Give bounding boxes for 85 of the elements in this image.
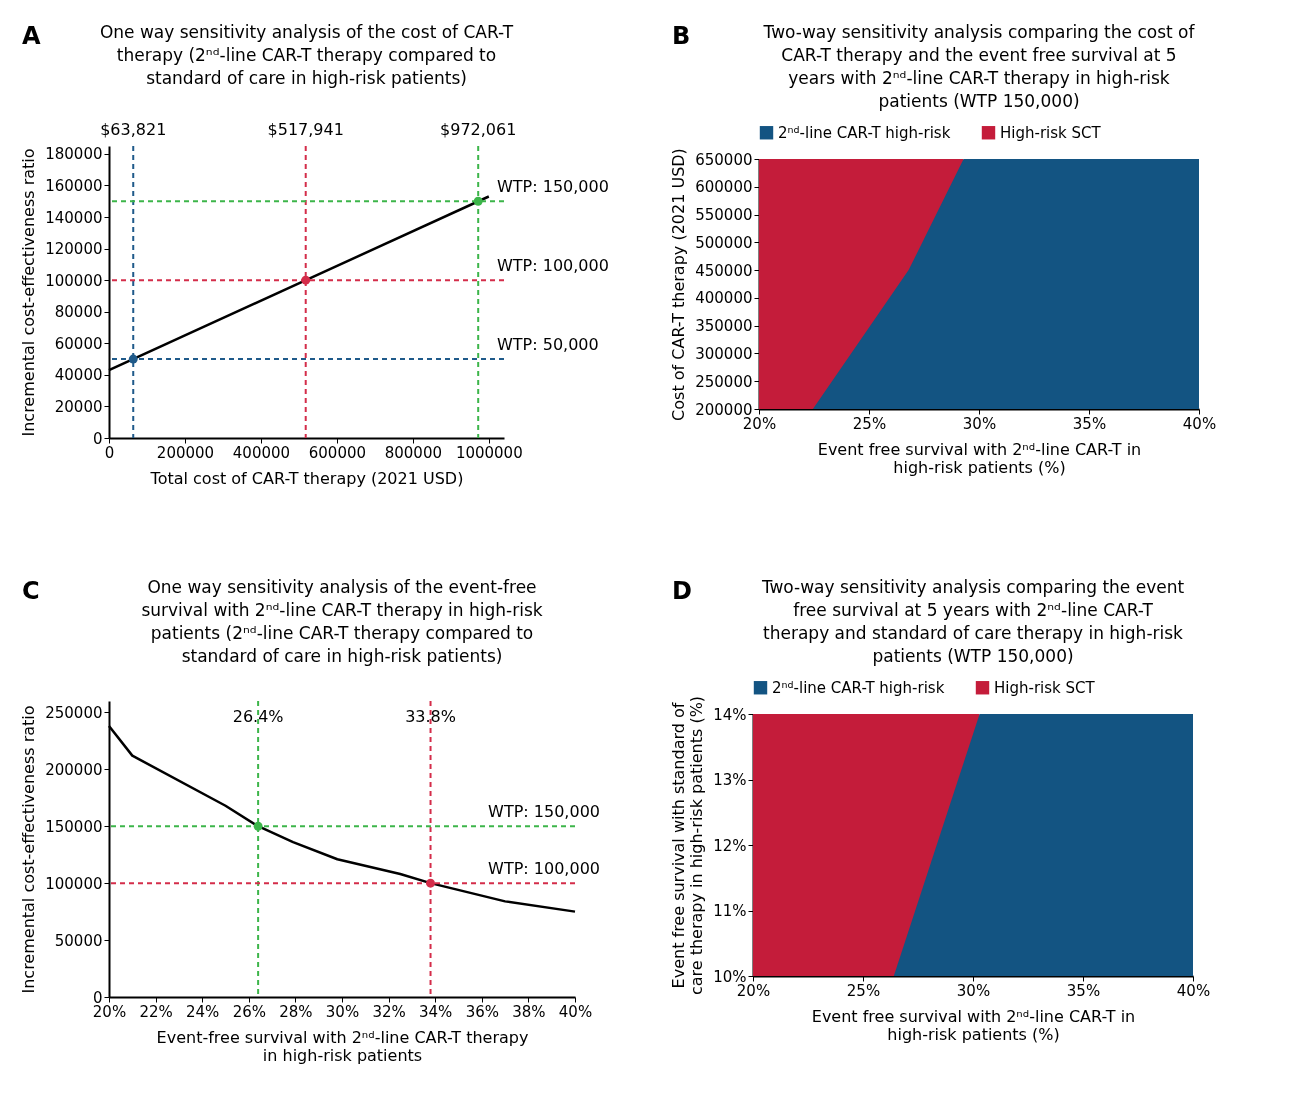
x-axis-title: Total cost of CAR-T therapy (2021 USD) xyxy=(149,468,464,488)
ref-line-label: WTP: 100,000 xyxy=(488,859,600,879)
x-tick-label: 32% xyxy=(372,1002,406,1021)
y-tick-label: 80000 xyxy=(54,303,103,322)
x-tick-label: 600000 xyxy=(308,443,367,462)
x-tick-label: 25% xyxy=(846,981,881,1000)
y-tick-label: 160000 xyxy=(45,176,103,195)
y-tick-label: 0 xyxy=(92,429,103,448)
x-tick-label: 34% xyxy=(419,1002,453,1021)
y-tick-label: 100000 xyxy=(45,874,103,893)
x-tick-label: 26% xyxy=(232,1002,266,1021)
y-tick-label: 13% xyxy=(713,771,747,789)
x-tick-label: 40% xyxy=(1176,981,1211,1000)
text: D xyxy=(672,577,692,605)
x-tick-label: 38% xyxy=(512,1002,546,1021)
y-tick-label: 50000 xyxy=(54,931,103,950)
ref-line-label: WTP: 50,000 xyxy=(497,335,599,355)
y-tick-label: 150000 xyxy=(45,817,103,836)
chart-title: One way sensitivity analysis of the event-free survival with 2ⁿᵈ-line CAR-T therapy in high-risk patients (2ⁿᵈ-line CAR-T therapy compared to standard of care in high-risk patients) xyxy=(141,577,543,666)
x-axis-title: Event-free survival with 2ⁿᵈ-line CAR-T therapy in high-risk patients xyxy=(156,1027,529,1065)
y-tick-label: 350000 xyxy=(695,317,753,336)
ref-line-label: WTP: 150,000 xyxy=(488,802,600,822)
y-tick-label: 140000 xyxy=(45,208,103,227)
legend-label: 2ⁿᵈ-line CAR-T high-risk xyxy=(778,123,951,142)
chart-title: Two-way sensitivity analysis comparing the event free survival at 5 years with 2ⁿᵈ-line CAR-T therapy and standard of care therapy in high-risk patients (WTP 150,000) xyxy=(760,577,1185,666)
y-tick-label: 12% xyxy=(713,836,747,855)
text: A xyxy=(22,22,41,50)
y-tick-label: 300000 xyxy=(695,344,753,363)
ref-line-label: WTP: 100,000 xyxy=(497,256,609,276)
legend-label: High-risk SCT xyxy=(994,678,1096,697)
y-tick-label: 450000 xyxy=(695,261,753,280)
y-tick-label: 550000 xyxy=(695,206,753,225)
x-tick-label: 30% xyxy=(325,1002,360,1021)
x-tick-label: 200000 xyxy=(156,443,215,462)
x-tick-label: 1000000 xyxy=(455,443,523,462)
x-tick-label: 20% xyxy=(742,414,777,433)
x-tick-label: 36% xyxy=(465,1002,499,1021)
x-tick-label: 24% xyxy=(186,1002,220,1021)
x-axis-title: Event free survival with 2ⁿᵈ-line CAR-T in high-risk patients (%) xyxy=(811,1006,1136,1044)
y-tick-label: 20000 xyxy=(54,397,103,416)
y-tick-label: 11% xyxy=(713,902,747,920)
legend-label: 2ⁿᵈ-line CAR-T high-risk xyxy=(772,678,945,697)
ref-line-label: WTP: 150,000 xyxy=(497,177,609,197)
legend-label: High-risk SCT xyxy=(1000,123,1102,142)
y-tick-label: 400000 xyxy=(695,289,753,308)
y-tick-label: 40000 xyxy=(54,366,103,385)
x-tick-label: 25% xyxy=(852,414,887,433)
y-tick-label: 200000 xyxy=(45,760,103,779)
x-tick-label: 35% xyxy=(1072,414,1107,433)
x-tick-label: 28% xyxy=(279,1002,313,1021)
x-axis-title: Event free survival with 2ⁿᵈ-line CAR-T in high-risk patients (%) xyxy=(817,439,1142,477)
y-tick-label: 250000 xyxy=(695,372,753,391)
ref-line-label: 33.8% xyxy=(405,707,456,726)
x-tick-label: 0 xyxy=(104,443,115,462)
y-tick-label: 600000 xyxy=(695,178,753,197)
y-axis-title: Cost of CAR-T therapy (2021 USD) xyxy=(669,148,689,421)
y-tick-label: 250000 xyxy=(45,703,103,722)
y-tick-label: 14% xyxy=(713,705,747,724)
x-tick-label: 22% xyxy=(139,1002,173,1021)
ref-line-label: $972,061 xyxy=(440,120,517,139)
chart-title: One way sensitivity analysis of the cost of CAR-T therapy (2ⁿᵈ-line CAR-T therapy compared to standard of care in high-risk patients) xyxy=(99,22,514,88)
y-axis-title: Incremental cost-effectiveness ratio xyxy=(19,148,39,437)
x-tick-label: 30% xyxy=(956,981,991,1000)
x-tick-label: 800000 xyxy=(384,443,442,462)
y-tick-label: 650000 xyxy=(695,150,753,169)
chart-title: Two-way sensitivity analysis comparing the cost of CAR-T therapy and the event free survival at 5 years with 2ⁿᵈ-line CAR-T therapy in high-risk patients (WTP 150,000) xyxy=(762,22,1196,111)
x-tick-label: 30% xyxy=(962,414,997,433)
x-tick-label: 400000 xyxy=(232,443,291,462)
y-axis-title: Event free survival with standard of care therapy in high-risk patients (%) xyxy=(669,695,707,996)
y-tick-label: 120000 xyxy=(45,240,103,259)
ref-line-label: $63,821 xyxy=(100,120,167,139)
y-tick-label: 500000 xyxy=(695,233,753,252)
x-tick-label: 20% xyxy=(92,1002,127,1021)
text: B xyxy=(672,22,691,50)
x-tick-label: 40% xyxy=(558,1002,593,1021)
x-tick-label: 20% xyxy=(736,981,771,1000)
y-tick-label: 100000 xyxy=(45,271,103,290)
x-tick-label: 40% xyxy=(1182,414,1217,433)
ref-line-label: 26.4% xyxy=(232,707,284,726)
y-axis-title: Incremental cost-effectiveness ratio xyxy=(19,705,39,994)
y-tick-label: 60000 xyxy=(54,334,103,353)
ref-line-label: $517,941 xyxy=(267,120,344,139)
y-tick-label: 180000 xyxy=(45,145,103,164)
text: C xyxy=(22,577,40,605)
x-tick-label: 35% xyxy=(1066,981,1101,1000)
